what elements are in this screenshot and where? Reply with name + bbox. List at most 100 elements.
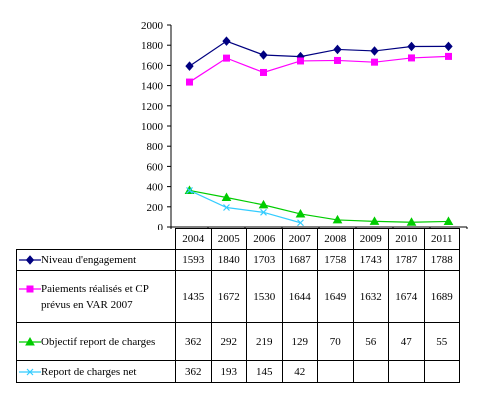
data-label: 219: [246, 322, 283, 361]
data-label: 1593: [175, 249, 212, 271]
table-row: Objectif report de charges 362 292 219 129 70…: [16, 322, 460, 361]
legend-label: Report de charges net: [41, 365, 137, 378]
series-point: [186, 78, 193, 86]
data-label: 1743: [352, 249, 389, 271]
series-point: [408, 54, 415, 62]
data-label: 1649: [317, 270, 354, 323]
data-label: 42: [281, 360, 318, 383]
data-label: 362: [175, 360, 212, 383]
y-tick-label: 400: [147, 182, 164, 194]
legend-entry: Objectif report de charges: [19, 334, 173, 350]
y-tick-label: 200: [147, 202, 164, 214]
series-point: [297, 219, 304, 227]
series-point: [260, 68, 267, 76]
legend-entry: Paiements réalisés et CP prévus en VAR 2…: [19, 281, 173, 313]
data-label: [423, 360, 460, 383]
y-tick-label: 1200: [141, 101, 164, 113]
data-label: 1703: [246, 249, 283, 271]
legend-label: Niveau d'engagement: [41, 254, 137, 266]
y-tick-label: 1000: [141, 121, 164, 133]
line-chart: 0 200 400 600 800 1000 1200 1400 1600 1800 2000: [141, 20, 468, 230]
series-point: [259, 50, 268, 60]
series-4: [186, 187, 304, 227]
data-label: 145: [246, 360, 283, 383]
data-label: 1644: [281, 270, 318, 323]
series-point: [445, 52, 452, 60]
data-label: 292: [210, 322, 247, 361]
series-point: [369, 216, 380, 225]
y-tick-label: 1800: [141, 40, 164, 52]
series-point: [25, 336, 35, 345]
y-tick-label: 0: [158, 222, 164, 230]
y-tick-label: 1600: [141, 60, 164, 72]
data-label: 1788: [423, 249, 460, 271]
series-point: [334, 56, 341, 64]
series-point: [443, 216, 454, 225]
x-tick-label: 2009: [352, 228, 389, 250]
series-point: [223, 54, 230, 62]
series-point: [186, 187, 193, 194]
y-tick-label: 600: [147, 161, 164, 173]
data-label: 1530: [246, 270, 283, 323]
y-tick-label: 1400: [141, 81, 164, 93]
legend-entry: Niveau d'engagement: [19, 252, 173, 268]
legend-entry: Report de charges net: [19, 364, 173, 380]
data-label: 1689: [423, 270, 460, 323]
data-label: 47: [388, 322, 425, 361]
series-point: [371, 58, 378, 66]
series-point: [297, 57, 304, 65]
series-line: [189, 40, 449, 67]
series-point: [223, 204, 230, 211]
data-label: 1687: [281, 249, 318, 271]
series-point: [221, 192, 232, 202]
data-label: 1674: [388, 270, 425, 323]
series-point: [260, 208, 267, 216]
legend-label: Paiements réalisés et CP prévus en VAR 2…: [41, 282, 149, 311]
x-tick-label: 2005: [210, 228, 247, 250]
series-1: [185, 36, 453, 71]
series-2: [186, 52, 452, 86]
series-point: [444, 41, 453, 52]
table-corner: [16, 228, 176, 250]
series-point: [295, 208, 306, 218]
data-label: 56: [352, 322, 389, 361]
series-point: [332, 214, 343, 224]
data-label: 55: [423, 322, 460, 361]
legend-swatch: [19, 336, 41, 345]
series-point: [406, 217, 417, 226]
data-label: 1435: [175, 270, 212, 323]
series-point: [25, 255, 35, 265]
table-row: Niveau d'engagement 1593 1840 1703 1687 1758 1…: [16, 249, 460, 271]
data-table: 2004 2005 2006 2007 2008 2009 2010 2011 Niveau …: [16, 228, 460, 383]
data-label: [317, 360, 354, 383]
data-label: 1632: [352, 270, 389, 323]
y-tick-label: 2000: [141, 20, 164, 32]
x-tick-label: 2004: [175, 228, 212, 250]
x-tick-label: 2011: [423, 228, 460, 250]
series-point: [185, 61, 194, 71]
legend-swatch: [19, 368, 41, 375]
series-line: [189, 55, 449, 83]
series-point: [26, 368, 34, 375]
data-label: 70: [317, 322, 354, 361]
legend-swatch: [19, 285, 41, 292]
series-point: [370, 46, 379, 56]
data-label: [388, 360, 425, 383]
series-line: [189, 189, 449, 223]
legend-label: Objectif report de charges: [41, 335, 156, 348]
data-label: 1787: [388, 249, 425, 271]
data-label: 129: [281, 322, 318, 361]
x-tick-label: 2010: [388, 228, 425, 250]
x-tick-label: 2008: [317, 228, 354, 250]
y-tick-label: 800: [147, 141, 164, 153]
series-point: [258, 199, 269, 209]
table-row: Paiements réalisés et CP prévus en VAR 2…: [16, 270, 460, 323]
data-label: 1758: [317, 249, 354, 271]
table-row: Report de charges net 362 193 145 42: [16, 360, 460, 383]
x-tick-label: 2006: [246, 228, 283, 250]
data-label: [352, 360, 389, 383]
series-point: [407, 41, 416, 52]
legend-swatch: [19, 255, 41, 265]
data-label: 1840: [210, 249, 247, 271]
data-label: 1672: [210, 270, 247, 323]
